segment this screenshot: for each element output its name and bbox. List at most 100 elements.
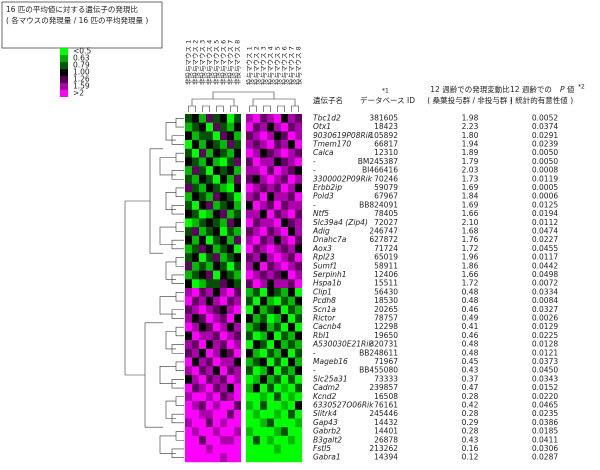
p-value: 0.0112 [532,218,558,227]
heatmap-cell [281,340,288,350]
heatmap-cell [220,114,227,123]
heatmap-cell [234,157,241,167]
heatmap-cell [274,357,281,367]
expression-ratio: 0.49 [462,313,479,322]
legend-swatch [60,76,68,83]
heatmap-cell [274,270,281,280]
heatmap-cell [267,235,274,245]
heatmap-cell [199,444,206,454]
heatmap-cell [220,131,227,141]
heatmap-cell [253,261,260,271]
heatmap-cell [185,253,192,263]
gene-name: Fstl5 [313,444,331,453]
heatmap-cell [281,401,288,410]
heatmap-cell [288,279,295,289]
dendrogram-branch [191,98,235,106]
heatmap-cell [288,453,295,463]
dendrogram-branch [165,261,176,280]
heatmap-cell [288,261,295,271]
heatmap-cell [185,122,192,132]
heatmap-cell [274,183,281,193]
heatmap-cell [281,235,288,245]
heatmap-cell [295,140,302,149]
heatmap-cell [213,244,220,254]
heatmap-cell [192,401,199,410]
heatmap-cell [213,322,220,332]
heatmap-cell [192,253,199,263]
heatmap-cell [213,157,220,167]
dendrogram-branch [230,105,238,112]
heatmap-cell [213,435,220,445]
heatmap-cell [234,253,241,263]
p-value: 0.0343 [532,374,558,383]
column-label: 投与マウス 7 [287,46,296,85]
heatmap-cell [246,148,253,158]
heatmap-cell [199,418,206,428]
database-id: 56430 [374,287,398,296]
heatmap-cell [192,418,199,428]
heatmap-cell [213,427,220,437]
heatmap-cell [288,253,295,263]
heatmap-cell [185,348,192,358]
header-ratio-sub: ( 桑葉投与群 / 非投与群 ) [427,95,512,105]
dendrogram-branch [216,105,224,112]
database-id: 239857 [369,383,398,392]
heatmap-cell [213,288,220,297]
heatmap-cell [234,296,241,306]
heatmap-cell [295,435,302,445]
heatmap-cell [185,401,192,410]
heatmap-cell [227,227,234,236]
heatmap-cell [185,174,192,184]
legend-label: 1.26 [73,75,90,84]
heatmap-cell [227,296,234,306]
heatmap-cell [274,157,281,167]
p-value: 0.0050 [532,148,558,157]
heatmap-cell [206,409,213,419]
heatmap-cell [274,427,281,437]
database-id: BM245387 [358,157,398,166]
heatmap-cell [192,183,199,193]
heatmap-cell [274,114,281,123]
column-label: 投与マウス 3 [259,46,268,85]
heatmap-cell [220,340,227,350]
database-id: 71724 [374,244,398,253]
heatmap-cell [199,314,206,323]
heatmap-cell [213,453,220,463]
heatmap-cell [192,279,199,289]
heatmap-cell [260,348,267,358]
heatmap-cell [220,183,227,193]
heatmap-cell [267,253,274,263]
heatmap-cell [246,296,253,306]
heatmap-cell [260,409,267,419]
p-value: 0.0026 [532,313,558,322]
heatmap-cell [199,340,206,350]
heatmap-cell [206,314,213,323]
heatmap-cell [227,375,234,384]
heatmap-cell [206,235,213,245]
p-value: 0.0291 [532,131,558,140]
heatmap-cell [274,253,281,263]
heatmap-cell [199,357,206,367]
heatmap-cell [192,148,199,158]
expression-ratio: 1.73 [462,174,479,183]
gene-name: Slc39a4 (Zip4) [313,218,368,227]
dendrogram-branch [124,200,150,376]
database-id: 381605 [369,113,398,122]
gene-name: Rpl23 [313,253,335,262]
heatmap-cell [192,174,199,184]
heatmap-cell [253,209,260,219]
database-id: 627872 [369,235,398,244]
heatmap-cell [267,444,274,454]
heatmap-cell [260,418,267,428]
heatmap-cell [206,227,213,236]
heatmap-cell [185,435,192,445]
heatmap-cell [206,366,213,376]
gene-name: Cadm2 [313,383,340,392]
p-value: 0.0084 [532,296,558,305]
heatmap-cell [199,114,206,123]
heatmap-cell [185,383,192,393]
heatmap-cell [295,157,302,167]
heatmap-cell [281,279,288,289]
heatmap-cell [220,375,227,384]
heatmap-cell [213,227,220,236]
